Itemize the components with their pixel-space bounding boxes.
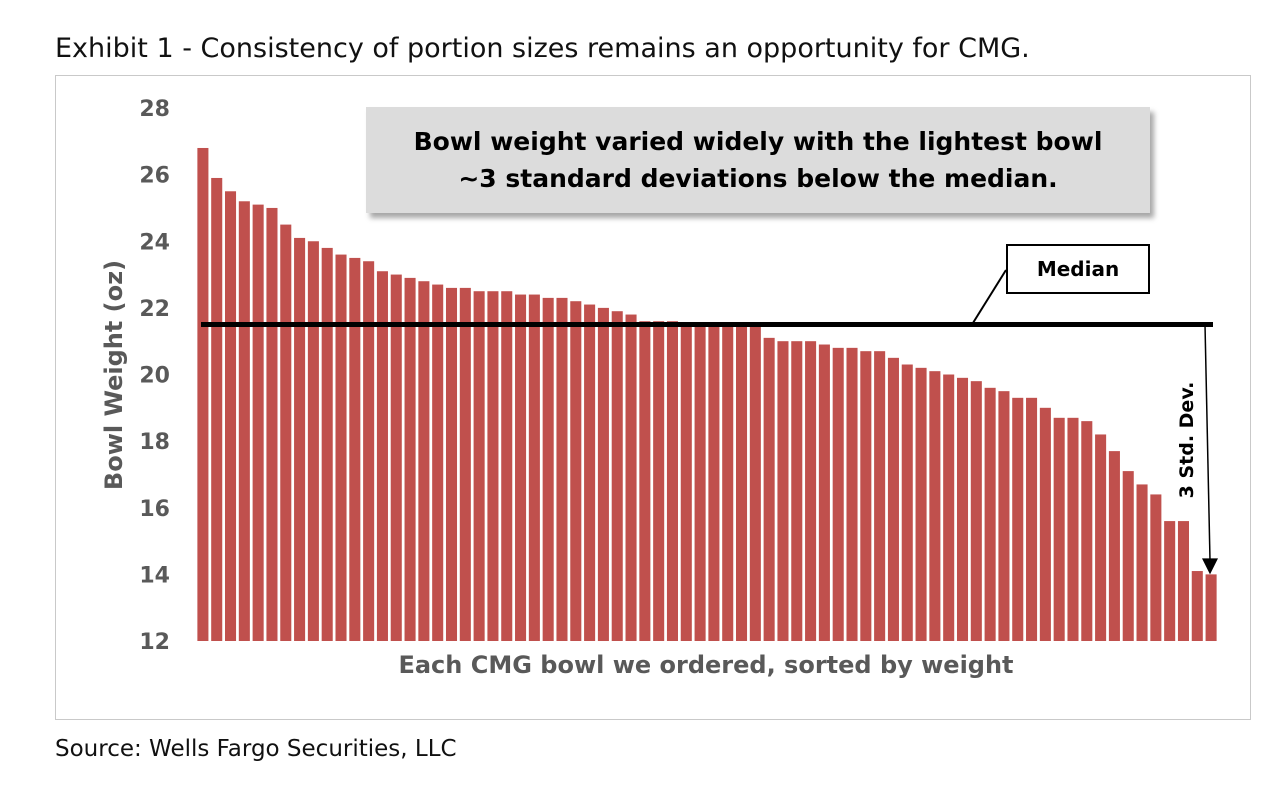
bar <box>501 291 513 641</box>
y-tick-labels: 28 26 24 22 20 18 16 14 12 <box>139 97 170 655</box>
bar <box>294 237 306 642</box>
bar <box>1150 494 1162 641</box>
bar <box>736 324 748 641</box>
bar <box>901 364 913 641</box>
bar <box>943 374 955 641</box>
bar <box>1067 417 1079 641</box>
bar <box>211 177 223 641</box>
bar <box>874 351 886 641</box>
bar <box>542 297 554 641</box>
bar <box>515 294 527 641</box>
bar <box>266 207 278 641</box>
bar <box>832 347 844 641</box>
bar <box>1191 571 1203 641</box>
bar <box>280 224 292 641</box>
bar <box>252 204 264 642</box>
bar <box>570 301 582 641</box>
std-dev-arrowhead <box>1202 558 1218 575</box>
std-dev-label: 3 Std. Dev. <box>1176 381 1198 499</box>
callout-box: Bowl weight varied widely with the light… <box>366 107 1150 213</box>
bar <box>639 321 651 641</box>
y-tick-label: 22 <box>139 297 170 322</box>
bar <box>376 271 388 641</box>
bar <box>915 367 927 641</box>
bar <box>1108 451 1120 641</box>
y-tick-label: 16 <box>139 497 170 522</box>
y-tick-label: 18 <box>139 430 170 455</box>
bar <box>791 341 803 641</box>
bar <box>528 294 540 641</box>
bar <box>749 324 761 641</box>
bar <box>390 274 402 641</box>
bar <box>846 347 858 641</box>
bar <box>1039 407 1051 641</box>
bar <box>1122 471 1134 641</box>
y-tick-label: 26 <box>139 164 170 189</box>
bar <box>584 304 596 641</box>
bar <box>556 297 568 641</box>
bar <box>777 341 789 641</box>
bar <box>1053 417 1065 641</box>
bar <box>1012 397 1024 641</box>
exhibit-title: Exhibit 1 - Consistency of portion sizes… <box>55 33 1030 64</box>
y-tick-label: 28 <box>139 97 170 122</box>
bar <box>805 341 817 641</box>
y-tick-label: 24 <box>139 230 170 255</box>
bar <box>418 281 430 641</box>
bar <box>984 387 996 641</box>
bar <box>225 191 237 641</box>
y-tick-label: 14 <box>139 563 170 588</box>
bar <box>1164 521 1176 641</box>
bar <box>1026 397 1038 641</box>
median-label: Median <box>1036 257 1120 281</box>
bar <box>680 324 692 641</box>
bar <box>887 357 899 641</box>
bar <box>349 257 361 641</box>
bar <box>307 241 319 641</box>
bar <box>335 254 347 641</box>
bar <box>1177 521 1189 641</box>
bar <box>694 324 706 641</box>
source-note: Source: Wells Fargo Securities, LLC <box>55 736 457 762</box>
bar <box>818 344 830 641</box>
bar <box>956 377 969 641</box>
bar <box>625 314 637 641</box>
median-pointer-line <box>971 269 1007 326</box>
bar <box>363 261 375 641</box>
bar <box>611 311 623 641</box>
bar <box>597 307 609 642</box>
bars-layer <box>197 147 1217 642</box>
y-tick-label: 20 <box>139 364 170 389</box>
y-tick-label: 12 <box>139 630 170 655</box>
bar <box>860 351 872 641</box>
bar <box>1095 434 1107 641</box>
bar <box>432 284 444 641</box>
bar <box>321 247 333 641</box>
bar <box>970 381 982 641</box>
callout-text: Bowl weight varied widely with the light… <box>413 127 1103 193</box>
bar <box>653 321 665 641</box>
bar <box>998 391 1010 641</box>
bar <box>487 291 499 641</box>
bar <box>459 287 471 641</box>
bar <box>1081 421 1093 641</box>
median-label-box: Median <box>1006 244 1150 294</box>
x-axis-title: Each CMG bowl we ordered, sorted by weig… <box>398 651 1014 679</box>
bar <box>1136 484 1148 641</box>
bar <box>929 371 941 641</box>
bar <box>708 324 720 641</box>
bar <box>473 291 485 641</box>
bar <box>445 287 458 641</box>
bar <box>722 324 734 641</box>
bar <box>404 277 416 641</box>
bar <box>1205 574 1217 642</box>
bar <box>197 147 209 641</box>
bar <box>666 321 678 641</box>
std-dev-arrow-line <box>1204 324 1211 561</box>
bar <box>763 337 775 641</box>
bar <box>238 201 250 641</box>
y-axis-title: Bowl Weight (oz) <box>100 259 128 491</box>
